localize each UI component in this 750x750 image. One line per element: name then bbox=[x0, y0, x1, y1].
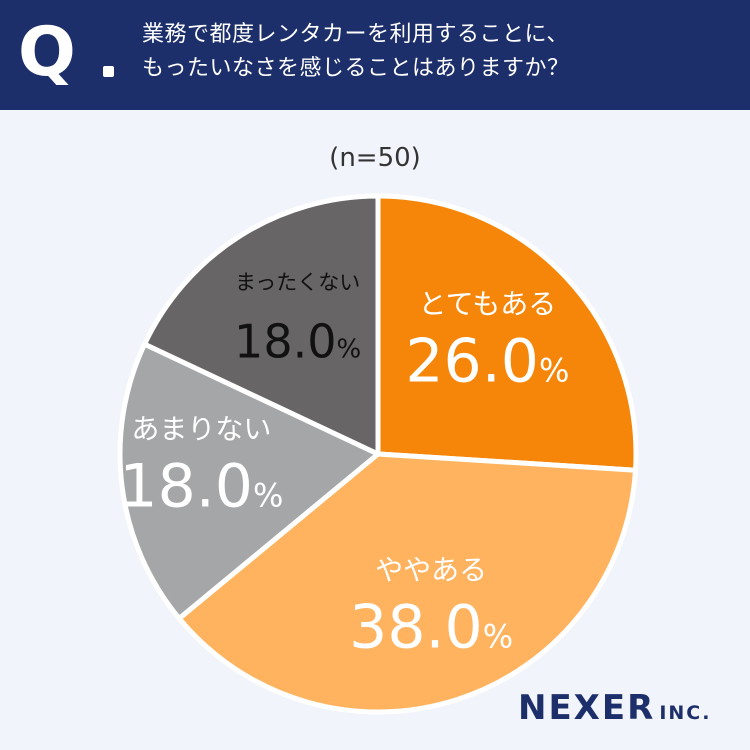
slice-value-2: 38.0% bbox=[349, 593, 513, 663]
slice-label-1: とてもある bbox=[418, 287, 556, 320]
slice-value-3: 18.0% bbox=[119, 451, 283, 521]
pie-slice-2 bbox=[176, 451, 638, 715]
question-dot bbox=[103, 66, 114, 77]
question-text: 業務で都度レンタカーを利用することに、 もったいなさを感じることはありますか？ bbox=[142, 18, 732, 86]
question-mark-label: Q bbox=[18, 13, 76, 92]
slice-value-4: 18.0% bbox=[234, 314, 361, 368]
pie-slice-1 bbox=[375, 193, 639, 473]
header-banner: Q 業務で都度レンタカーを利用することに、 もったいなさを感じることはありますか… bbox=[0, 0, 750, 110]
sample-size: (n=50) bbox=[329, 143, 421, 173]
slice-value-1: 26.0% bbox=[405, 326, 569, 396]
pie-slice-3 bbox=[117, 341, 381, 621]
nexer-logo: NEXER INC. bbox=[518, 688, 711, 728]
logo-suffix: INC. bbox=[659, 702, 712, 724]
pie-slice-4 bbox=[142, 193, 381, 457]
question-line-2: もったいなさを感じることはありますか？ bbox=[142, 56, 570, 81]
slice-label-2: ややある bbox=[375, 554, 487, 587]
logo-main: NEXER bbox=[518, 688, 656, 728]
slice-label-3: あまりない bbox=[131, 412, 271, 445]
slice-label-4: まったくない bbox=[235, 270, 360, 294]
question-line-1: 業務で都度レンタカーを利用することに、 bbox=[142, 22, 569, 47]
